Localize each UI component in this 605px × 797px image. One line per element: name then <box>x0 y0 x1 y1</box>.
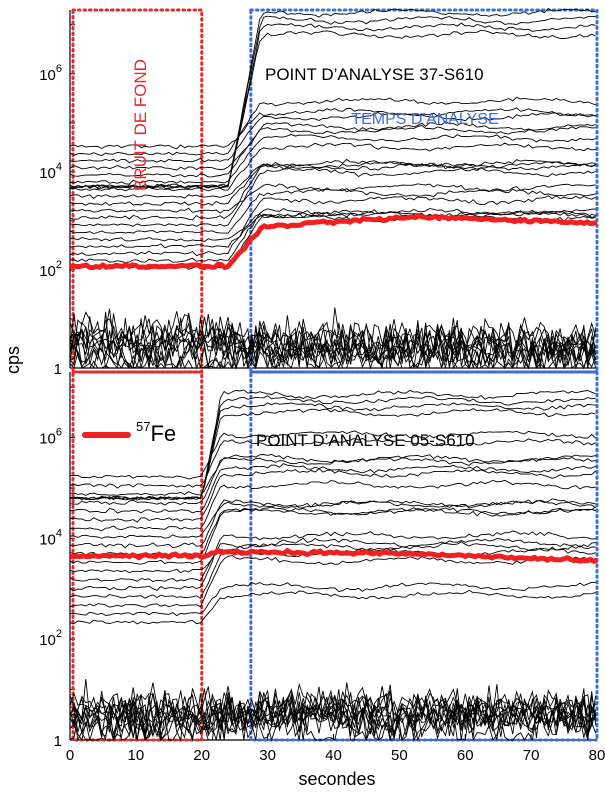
isotope-trace <box>69 498 596 549</box>
isotope-trace <box>69 541 596 574</box>
isotope-trace <box>69 121 596 178</box>
isotope-trace <box>69 463 596 514</box>
legend-mass-number: 57 <box>136 419 150 434</box>
isotope-trace <box>69 395 596 501</box>
top-panel-title: POINT D’ANALYSE 37-S610 <box>265 65 484 84</box>
isotope-trace <box>69 107 596 150</box>
background-region-label: BRUIT DE FOND <box>131 59 150 191</box>
isotope-trace <box>69 589 596 625</box>
analysis-region-label: TEMPS D’ANALYSE <box>351 111 498 128</box>
isotope-trace <box>69 437 596 489</box>
y-tick-label: 1 <box>54 361 62 378</box>
x-tick-label: 60 <box>457 747 474 764</box>
isotope-trace <box>69 158 596 200</box>
isotope-trace <box>69 537 596 582</box>
y-tick-label: 104 <box>39 527 62 548</box>
isotope-trace <box>69 15 596 190</box>
legend-label: 57Fe <box>136 419 176 446</box>
isotope-trace <box>69 457 596 496</box>
bottom-panel-title: POINT D’ANALYSE 05-S610 <box>256 431 475 450</box>
isotope-trace <box>69 183 596 214</box>
isotope-trace <box>69 112 596 163</box>
analysis-region-box <box>249 370 599 742</box>
x-tick-label: 10 <box>128 747 145 764</box>
legend: 57Fe <box>82 419 176 446</box>
x-tick-label: 40 <box>325 747 342 764</box>
isotope-trace <box>69 161 596 207</box>
isotope-trace <box>69 124 596 171</box>
isotope-trace <box>69 555 596 608</box>
x-tick-label: 80 <box>589 747 605 764</box>
isotope-trace <box>69 311 597 369</box>
isotope-trace <box>69 166 596 227</box>
isotope-trace <box>70 408 596 501</box>
isotope-trace <box>69 133 596 185</box>
x-tick-label: 30 <box>259 747 276 764</box>
isotope-trace <box>69 453 596 506</box>
isotope-trace <box>69 693 597 742</box>
isotope-trace <box>69 689 597 742</box>
fe57-trace <box>70 547 598 564</box>
isotope-trace <box>69 96 596 157</box>
y-tick-label: 104 <box>39 161 62 182</box>
isotope-trace <box>69 316 597 370</box>
isotope-trace <box>69 312 597 370</box>
isotope-trace <box>69 195 596 257</box>
legend-element: Fe <box>150 421 176 446</box>
background-region-box <box>71 8 204 374</box>
isotope-trace <box>69 530 596 592</box>
isotope-trace <box>69 210 596 249</box>
isotope-trace <box>69 686 597 741</box>
panel-bottom: 1 102 104 106 0 10 20 30 40 50 60 70 80 <box>39 370 605 764</box>
isotope-trace <box>69 389 596 501</box>
x-tick-label: 70 <box>523 747 540 764</box>
y-tick-label: 102 <box>39 259 62 280</box>
isotope-trace <box>69 311 596 370</box>
y-tick-label: 106 <box>39 63 62 84</box>
panel-top: 1 102 104 106 <box>39 8 599 378</box>
isotope-trace <box>69 161 596 221</box>
x-tick-label: 0 <box>66 747 74 764</box>
isotope-trace <box>70 209 596 242</box>
isotope-trace <box>69 581 596 617</box>
x-tick-label: 50 <box>391 747 408 764</box>
x-tick-label: 20 <box>193 747 210 764</box>
y-tick-label: 106 <box>39 427 62 448</box>
isotope-trace <box>69 430 596 480</box>
y-axis-label: cps <box>3 346 23 374</box>
isotope-trace <box>69 8 596 189</box>
isotope-trace <box>69 402 596 501</box>
y-tick-label: 102 <box>39 628 62 649</box>
y-tick-label: 1 <box>54 733 62 750</box>
isotope-trace <box>69 468 597 523</box>
isotope-trace <box>69 142 596 192</box>
isotope-trace <box>69 506 596 565</box>
fe57-trace <box>69 213 598 271</box>
isotope-trace <box>69 22 596 190</box>
isotope-trace <box>69 499 596 539</box>
x-axis-label: secondes <box>298 769 375 789</box>
isotope-trace <box>69 207 596 263</box>
isotope-trace <box>69 317 597 366</box>
isotope-trace <box>69 479 596 532</box>
